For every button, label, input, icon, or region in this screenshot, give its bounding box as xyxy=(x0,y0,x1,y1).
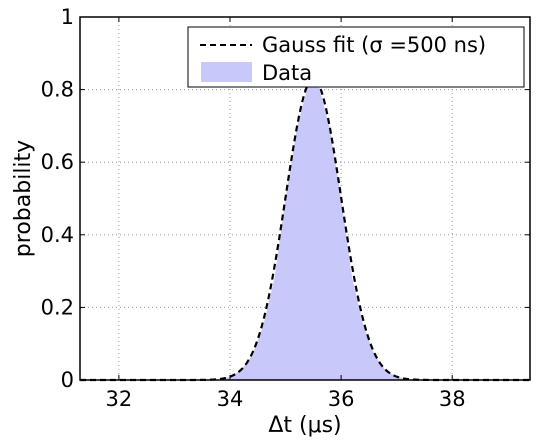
plot-frame xyxy=(79,16,531,381)
ticks xyxy=(80,16,530,381)
y-tick-label: 0.4 xyxy=(41,223,74,247)
y-tick-label: 1 xyxy=(61,5,74,29)
data-area xyxy=(196,78,430,381)
x-axis-label: Δt (μs) xyxy=(268,413,341,438)
legend-label-data: Data xyxy=(262,61,312,85)
legend-label-gauss-fit: Gauss fit (σ =500 ns) xyxy=(262,33,486,57)
y-tick-label: 0 xyxy=(61,368,74,392)
y-tick-label: 0.2 xyxy=(41,295,74,319)
x-tick-label: 34 xyxy=(217,387,244,411)
legend: Gauss fit (σ =500 ns) Data xyxy=(187,26,525,88)
legend-area-swatch xyxy=(201,62,252,82)
x-tick-label: 36 xyxy=(328,387,355,411)
x-tick-label: 38 xyxy=(439,387,466,411)
y-tick-label: 0.6 xyxy=(41,150,74,174)
y-tick-label: 0.8 xyxy=(41,78,74,102)
data-area-path xyxy=(196,78,430,381)
x-tick-label: 32 xyxy=(106,387,133,411)
y-axis-label: probability xyxy=(11,140,36,257)
tick-labels: 32 34 36 38 0 0.2 0.4 0.6 0.8 1 xyxy=(41,5,466,411)
